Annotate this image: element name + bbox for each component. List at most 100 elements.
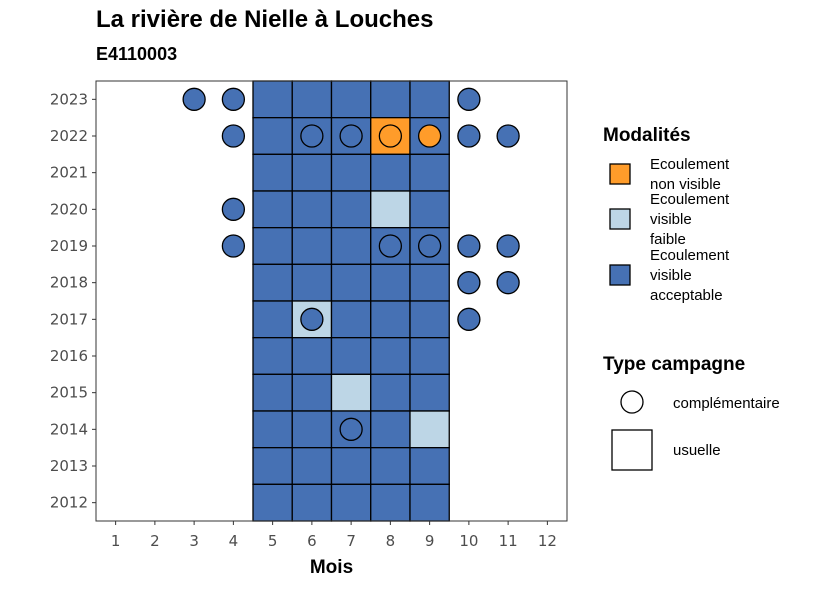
cell-2016-5 <box>252 337 293 375</box>
x-tick-label: 3 <box>189 532 199 550</box>
x-axis-title: Mois <box>310 557 353 578</box>
legend-circle-key <box>620 390 644 414</box>
cell-2017-9 <box>409 300 450 339</box>
cell-2017-7 <box>330 300 372 339</box>
cell-2014-5 <box>252 410 293 449</box>
cell-2021-8 <box>370 153 411 192</box>
cell-2021-6 <box>291 153 333 192</box>
y-tick-label: 2023 <box>50 90 88 108</box>
chart-title: La rivière de Nielle à Louches <box>96 6 434 33</box>
cell-2023-9 <box>409 80 450 119</box>
cell-2023-8 <box>370 80 411 119</box>
legend-key-1 <box>609 208 631 230</box>
cell-2021-9 <box>409 153 450 192</box>
cell-2012-5 <box>252 483 293 522</box>
legend-label-line: visible <box>650 267 692 284</box>
cell-2016-8 <box>370 337 411 375</box>
cell-2012-7 <box>330 483 372 522</box>
cell-2013-8 <box>370 447 411 485</box>
cell-2020-5 <box>252 190 293 229</box>
point-2022-7 <box>339 124 363 148</box>
y-tick-label: 2021 <box>50 164 88 182</box>
point-2017-10 <box>457 307 481 331</box>
cell-2018-5 <box>252 263 293 302</box>
cell-2022-5 <box>252 117 293 155</box>
legend-title-modalites: Modalités <box>603 125 691 146</box>
point-2022-4 <box>221 124 246 148</box>
y-tick-label: 2013 <box>50 457 88 475</box>
cell-2016-7 <box>330 337 372 375</box>
cell-2014-9 <box>409 410 450 449</box>
legend-label-line: acceptable <box>650 287 723 304</box>
cell-2016-6 <box>291 337 333 375</box>
y-tick-label: 2014 <box>50 420 88 438</box>
cell-2015-5 <box>252 373 293 412</box>
x-tick-label: 7 <box>346 532 356 550</box>
panel-border <box>95 80 568 522</box>
cell-2016-9 <box>409 337 450 375</box>
point-2020-4 <box>221 197 246 221</box>
point-2022-9 <box>417 124 442 148</box>
circles-layer <box>182 87 520 441</box>
x-tick-label: 8 <box>386 532 396 550</box>
point-2022-10 <box>457 124 481 148</box>
point-2019-4 <box>221 234 246 258</box>
cell-2020-8 <box>370 190 411 229</box>
point-2017-6 <box>300 307 324 331</box>
cell-2015-8 <box>370 373 411 412</box>
cell-2014-8 <box>370 410 411 449</box>
y-tick-label: 2018 <box>50 274 88 292</box>
cell-2023-5 <box>252 80 293 119</box>
cell-2017-8 <box>370 300 411 339</box>
legend-key-2 <box>609 264 631 286</box>
point-2019-10 <box>457 234 481 258</box>
x-tick-label: 1 <box>111 532 121 550</box>
legend-label-line: faible <box>650 231 686 248</box>
point-2019-9 <box>417 234 442 258</box>
cell-2020-7 <box>330 190 372 229</box>
point-2018-10 <box>457 271 481 295</box>
x-tick-label: 6 <box>307 532 317 550</box>
legend-title-type: Type campagne <box>603 354 745 375</box>
legend-square-key <box>611 429 653 471</box>
cell-2021-7 <box>330 153 372 192</box>
point-2022-8 <box>378 124 403 148</box>
cell-2018-6 <box>291 263 333 302</box>
cell-2013-5 <box>252 447 293 485</box>
cell-2020-6 <box>291 190 333 229</box>
cell-2015-6 <box>291 373 333 412</box>
x-tick-label: 5 <box>268 532 278 550</box>
x-tick-label: 12 <box>538 532 557 550</box>
point-2023-3 <box>182 87 206 111</box>
cell-2019-5 <box>252 227 293 265</box>
y-tick-label: 2016 <box>50 347 88 365</box>
cells-layer <box>252 80 450 522</box>
point-2023-10 <box>457 87 481 111</box>
cell-2015-7 <box>330 373 372 412</box>
cell-2014-6 <box>291 410 333 449</box>
cell-2019-7 <box>330 227 372 265</box>
point-2023-4 <box>221 87 246 111</box>
point-2019-11 <box>496 234 520 258</box>
legend-label-complementaire: complémentaire <box>673 395 780 412</box>
cell-2018-7 <box>330 263 372 302</box>
cell-2012-9 <box>409 483 450 522</box>
cell-2013-6 <box>291 447 333 485</box>
y-tick-label: 2012 <box>50 494 88 512</box>
cell-2023-6 <box>291 80 333 119</box>
x-tick-label: 2 <box>150 532 160 550</box>
cell-2013-9 <box>409 447 450 485</box>
y-tick-label: 2017 <box>50 310 88 328</box>
legend-label-line: Ecoulement <box>650 191 730 208</box>
legend-key-0 <box>609 163 631 185</box>
x-tick-label: 4 <box>229 532 239 550</box>
x-tick-label: 9 <box>425 532 435 550</box>
legend-label-line: Ecoulement <box>650 156 730 173</box>
cell-2018-8 <box>370 263 411 302</box>
chart-subtitle: E4110003 <box>96 44 178 64</box>
y-tick-label: 2020 <box>50 200 88 218</box>
cell-2021-5 <box>252 153 293 192</box>
cell-2012-6 <box>291 483 333 522</box>
